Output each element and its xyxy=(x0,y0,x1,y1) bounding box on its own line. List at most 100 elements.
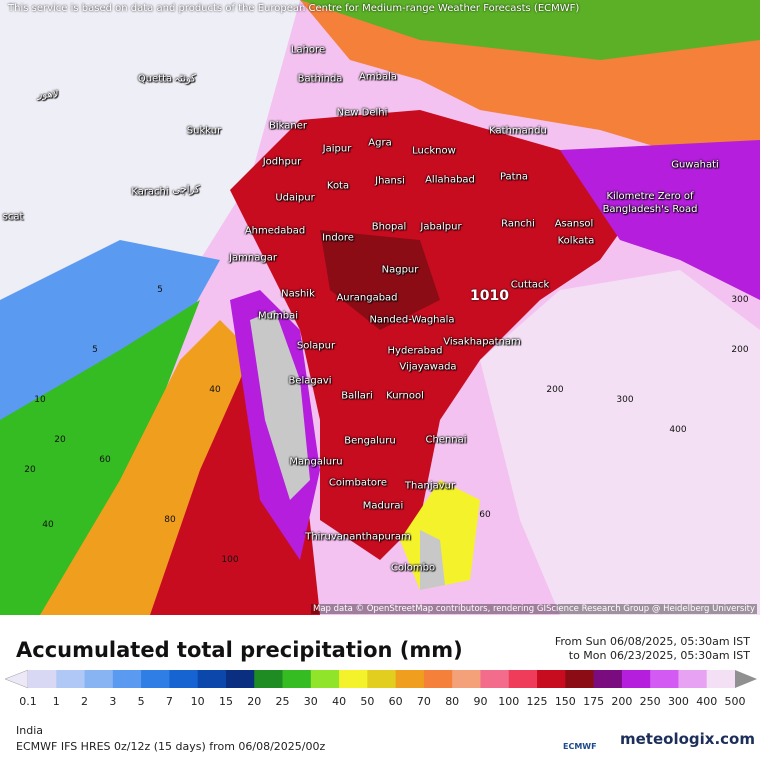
scale-swatch xyxy=(112,670,142,688)
scale-label: 200 xyxy=(611,695,632,708)
scale-swatch xyxy=(225,670,255,688)
scale-swatch xyxy=(452,670,481,688)
scale-label: 1 xyxy=(53,695,60,708)
city-label: Allahabad xyxy=(425,174,475,186)
scale-swatch xyxy=(141,670,170,688)
scale-swatch xyxy=(282,670,312,688)
scale-label: 0.1 xyxy=(19,695,37,708)
city-label: Thanjavur xyxy=(404,480,456,492)
scale-swatch xyxy=(56,670,86,688)
contour-label: 60 xyxy=(479,510,491,520)
scale-label: 2 xyxy=(81,695,88,708)
service-notice: This service is based on data and produc… xyxy=(8,3,580,14)
scale-swatch xyxy=(28,670,57,688)
scale-label: 70 xyxy=(417,695,431,708)
ecmwf-logo: ECMWF xyxy=(563,742,597,751)
pressure-label: 1010 xyxy=(470,288,509,304)
scale-arrow-left xyxy=(4,669,29,689)
city-label: Sukkur xyxy=(186,125,222,137)
contour-label: 200 xyxy=(731,345,749,355)
city-label: Mangaluru xyxy=(289,456,343,468)
scale-label: 60 xyxy=(389,695,403,708)
scale-label: 10 xyxy=(191,695,205,708)
scale-swatch xyxy=(621,670,651,688)
city-label: Patna xyxy=(499,171,529,183)
contour-label: 10 xyxy=(34,395,46,405)
scale-swatch xyxy=(197,670,227,688)
scale-label: 20 xyxy=(247,695,261,708)
city-label: کراچی xyxy=(172,184,200,196)
city-label: New Delhi xyxy=(336,107,388,119)
city-label: Lahore xyxy=(290,44,326,56)
city-label: Aurangabad xyxy=(336,292,398,304)
city-label: Hyderabad xyxy=(387,345,443,357)
scale-label: 250 xyxy=(640,695,661,708)
city-label: Ahmedabad xyxy=(244,225,306,237)
city-label: لاهور xyxy=(37,89,59,101)
scale-label: 5 xyxy=(138,695,145,708)
map-graphic xyxy=(0,0,760,615)
city-label: Chennai xyxy=(425,434,467,446)
city-label: Visakhapatnam xyxy=(443,336,521,348)
scale-label: 125 xyxy=(527,695,548,708)
scale-swatch xyxy=(678,670,708,688)
scale-label: 30 xyxy=(304,695,318,708)
scale-label: 100 xyxy=(498,695,519,708)
city-label: Madurai xyxy=(362,500,404,512)
scale-swatch xyxy=(565,670,595,688)
scale-swatch xyxy=(254,670,284,688)
scale-swatch xyxy=(339,670,368,688)
contour-label: 40 xyxy=(209,385,221,395)
city-label: Jodhpur xyxy=(262,156,302,168)
city-label: Ambala xyxy=(359,71,397,83)
city-label: Thiruvananthapuram xyxy=(305,531,411,543)
scale-swatch xyxy=(423,670,453,688)
scale-swatch xyxy=(367,670,397,688)
city-label: کوئٹہ xyxy=(174,73,196,85)
contour-label: 100 xyxy=(221,555,239,565)
scale-swatch xyxy=(310,670,340,688)
period-from: From Sun 06/08/2025, 05:30am IST xyxy=(554,635,750,648)
city-label: Solapur xyxy=(296,340,336,352)
legend-title: Accumulated total precipitation (mm) xyxy=(16,638,463,662)
city-label: Bengaluru xyxy=(344,435,396,447)
scale-label: 50 xyxy=(360,695,374,708)
city-label: Kota xyxy=(326,180,350,192)
city-label: Udaipur xyxy=(275,192,315,204)
contour-label: 300 xyxy=(731,295,749,305)
scale-label: 40 xyxy=(332,695,346,708)
contour-label: 20 xyxy=(54,435,66,445)
city-label: Asansol xyxy=(554,218,594,230)
contour-label: 20 xyxy=(24,465,36,475)
city-label: Karachi xyxy=(131,186,169,198)
scale-swatch xyxy=(706,670,736,688)
contour-label: 60 xyxy=(99,455,111,465)
scale-swatch xyxy=(508,670,538,688)
city-label: Coimbatore xyxy=(328,477,388,489)
city-label: Jamnagar xyxy=(229,252,277,264)
map: This service is based on data and produc… xyxy=(0,0,760,615)
city-label: scat xyxy=(2,211,24,223)
scale-label: 80 xyxy=(445,695,459,708)
contour-label: 5 xyxy=(157,285,163,295)
city-label: Ranchi xyxy=(501,218,535,230)
city-label: Belagavi xyxy=(288,375,332,387)
map-attribution: Map data © OpenStreetMap contributors, r… xyxy=(311,604,757,614)
city-label: Colombo xyxy=(390,562,436,574)
city-label: Cuttack xyxy=(510,279,550,291)
city-label: Lucknow xyxy=(412,145,456,157)
city-label: Kilometre Zero of Bangladesh's Road xyxy=(602,191,698,215)
contour-label: 300 xyxy=(616,395,634,405)
city-label: Bathinda xyxy=(297,73,343,85)
period-to: to Mon 06/23/2025, 05:30am IST xyxy=(568,649,750,662)
scale-swatch xyxy=(650,670,679,688)
contour-label: 40 xyxy=(42,520,54,530)
city-label: Mumbai xyxy=(258,310,298,322)
city-label: Vijayawada xyxy=(399,361,457,373)
contour-label: 5 xyxy=(92,345,98,355)
scale-label: 25 xyxy=(276,695,290,708)
region: India xyxy=(16,724,43,737)
scale-arrow-right xyxy=(735,670,757,688)
city-label: Quetta xyxy=(137,73,173,85)
